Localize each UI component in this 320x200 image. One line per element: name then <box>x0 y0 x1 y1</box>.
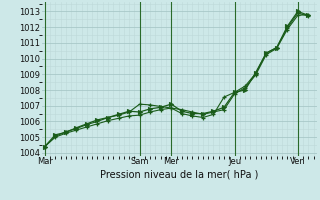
X-axis label: Pression niveau de la mer( hPa ): Pression niveau de la mer( hPa ) <box>100 169 258 179</box>
